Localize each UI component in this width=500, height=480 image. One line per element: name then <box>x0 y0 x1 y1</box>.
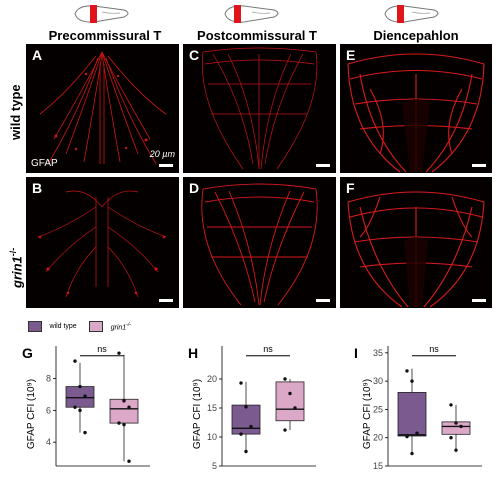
panel-letter-c: C <box>189 47 200 63</box>
micrograph-panel-d: D <box>183 177 336 308</box>
data-point <box>454 421 458 425</box>
panel-letter-f: F <box>346 180 355 196</box>
data-point <box>122 422 126 427</box>
data-point <box>127 405 131 409</box>
scale-bar <box>159 299 173 302</box>
scale-bar <box>472 299 486 302</box>
data-point <box>283 377 287 381</box>
y-tick-label: 15 <box>207 403 217 413</box>
data-point <box>405 434 409 439</box>
data-point <box>454 448 458 452</box>
boxplot-chart-i: I GFAP CFI (10⁹) 15 20 25 30 35 ns <box>332 336 500 475</box>
data-point <box>288 391 292 396</box>
box <box>275 381 305 422</box>
panel-letter-e: E <box>346 47 356 63</box>
data-point <box>239 432 243 436</box>
legend-label-wild-type: wild type <box>49 323 77 331</box>
data-point <box>83 430 87 435</box>
fish-schematic-icon-diencephalon <box>384 5 439 23</box>
scale-bar <box>159 164 173 167</box>
data-point <box>410 451 414 456</box>
legend-label-grin1: grin1-/- <box>110 322 131 332</box>
scale-bar <box>316 299 330 302</box>
data-point <box>122 399 126 403</box>
data-point <box>249 424 253 429</box>
column-title-diencephalon: Diencepahlon <box>373 28 459 43</box>
data-point <box>459 424 463 429</box>
box <box>397 392 427 437</box>
y-tick-label: 10 <box>207 432 217 442</box>
legend: wild type grin1-/- <box>28 318 131 336</box>
micrograph-panel-a: A GFAP 20 µm <box>26 44 179 173</box>
data-point <box>127 459 131 463</box>
y-tick-label: 20 <box>373 433 383 443</box>
panel-letter-b: B <box>32 180 43 196</box>
boxplot-chart-g: G GFAP CFI (10⁹) 4 6 8 ns <box>0 336 166 475</box>
micrograph-panel-c: C <box>183 44 336 173</box>
box <box>65 386 95 408</box>
y-axis-label: GFAP CFI (10⁹) <box>26 379 37 449</box>
panel-letter-d: D <box>189 180 200 196</box>
data-point <box>78 384 82 389</box>
fish-schematic-icon-postcommissural <box>224 5 279 23</box>
y-tick-label: 6 <box>46 405 51 415</box>
data-point <box>293 406 297 410</box>
y-tick-label: 30 <box>373 376 383 386</box>
row-label-wild-type: wild type <box>8 84 23 140</box>
data-point <box>73 405 77 409</box>
stain-label: GFAP <box>31 158 58 169</box>
box <box>109 398 139 424</box>
y-axis-label: GFAP CFI (10⁹) <box>362 379 373 449</box>
y-tick-label: 25 <box>373 404 383 414</box>
y-tick-label: 4 <box>46 437 51 447</box>
y-tick-label: 15 <box>373 461 383 471</box>
data-point <box>244 449 248 454</box>
fish-schematic-icon-precommissural <box>74 5 129 23</box>
y-tick-label: 35 <box>373 348 383 358</box>
data-point <box>239 381 243 385</box>
data-point <box>415 431 419 435</box>
data-point <box>73 359 77 363</box>
y-tick-label: 5 <box>212 461 217 471</box>
data-point <box>405 369 409 373</box>
significance-label: ns <box>97 344 107 354</box>
scale-bar-label: 20 µm <box>149 149 175 159</box>
data-point <box>449 403 453 407</box>
data-point <box>244 405 248 409</box>
boxplot-chart-h: H GFAP CFI (10⁹) 5 10 15 20 ns <box>166 336 332 475</box>
chart-letter: G <box>22 345 33 361</box>
significance-label: ns <box>263 344 273 354</box>
scale-bar <box>472 164 486 167</box>
y-tick-label: 8 <box>46 374 51 384</box>
data-point <box>83 394 87 398</box>
micrograph-panel-f: F <box>340 177 492 308</box>
y-tick-label: 20 <box>207 374 217 384</box>
chart-letter: H <box>188 345 198 361</box>
micrograph-panel-e: E <box>340 44 492 173</box>
panel-letter-a: A <box>32 47 43 63</box>
column-title-precommissural: Precommissural T <box>48 28 162 43</box>
data-point <box>78 408 82 413</box>
legend-swatch-grin1 <box>89 321 104 333</box>
micrograph-panel-b: B <box>26 177 179 308</box>
row-label-grin1: grin1-/- <box>8 247 25 288</box>
significance-label: ns <box>429 344 439 354</box>
scale-bar <box>316 164 330 167</box>
data-point <box>410 379 414 383</box>
chart-letter: I <box>354 345 358 361</box>
data-point <box>283 428 287 432</box>
y-axis-label: GFAP CFI (10⁹) <box>192 379 203 449</box>
box <box>231 404 261 435</box>
data-point <box>117 351 121 355</box>
data-point <box>449 436 453 440</box>
column-title-postcommissural: Postcommissural T <box>197 28 317 43</box>
data-point <box>117 421 121 425</box>
legend-swatch-wild-type <box>28 321 42 333</box>
